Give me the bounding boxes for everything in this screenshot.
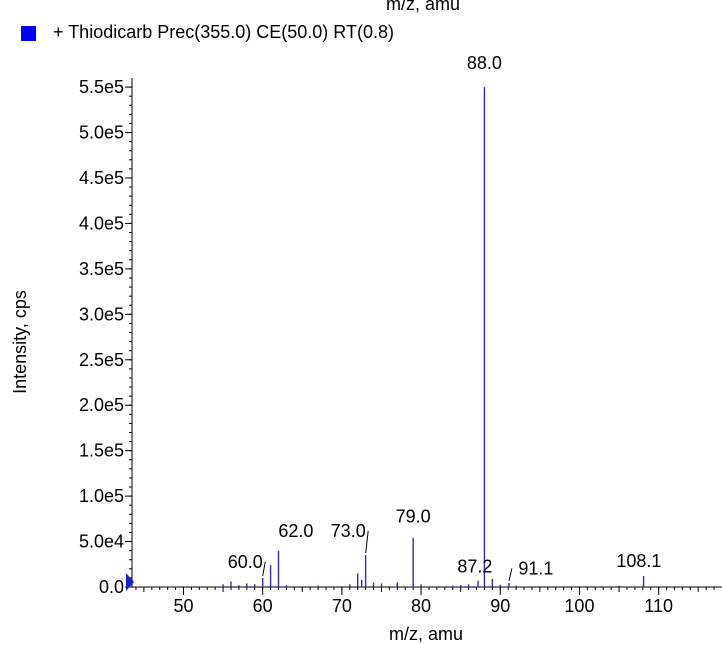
y-tick-label: 5.5e5 [79,77,124,97]
x-tick-label: 50 [173,596,193,616]
peak-bars [222,87,645,587]
peak-label: 79.0 [396,506,431,526]
y-tick-label: 4.0e5 [79,213,124,233]
peak-label: 60.0 [228,552,263,572]
y-axis-title: Intensity, cps [10,290,30,394]
y-tick-label: 2.5e5 [79,350,124,370]
y-tick-label: 0.0 [99,577,124,597]
y-tick-label: 3.0e5 [79,304,124,324]
y-tick-label: 2.0e5 [79,395,124,415]
legend-label: + Thiodicarb Prec(355.0) CE(50.0) RT(0.8… [53,22,394,42]
peak-leader-line [262,561,266,577]
x-axis-title: m/z, amu [389,624,463,644]
peak-label: 87.2 [457,556,492,576]
x-tick-label: 110 [644,596,673,616]
y-tick-label: 1.5e5 [79,441,124,461]
peak-label: 108.1 [616,551,661,571]
y-tick-label: 5.0e5 [79,123,124,143]
peak-label: 62.0 [278,521,313,541]
header-axis-fragment: m/z, amu [386,0,460,14]
y-tick-label: 1.0e5 [79,486,124,506]
x-tick-label: 100 [564,596,594,616]
x-axis-start-marker-icon [126,573,134,591]
x-tick-label: 80 [411,596,431,616]
peak-leader-line [508,568,513,582]
peak-label: 88.0 [467,53,502,73]
x-axis: 50 60 70 80 90 100 110 [132,586,722,616]
legend-color-swatch [21,26,36,41]
y-tick-label: 5.0e4 [79,532,124,552]
peak-labels: 88.0 79.0 73.0 62.0 60.0 87.2 91.1 108.1 [228,53,661,582]
x-tick-label: 90 [490,596,510,616]
x-tick-label: 60 [253,596,273,616]
peak-label: 73.0 [331,521,366,541]
peak-leader-line [365,530,369,554]
y-axis: 0.0 5.0e4 1.0e5 1.5e5 2.0e5 2.5e5 3.0e5 3.5e5 4.… [79,77,133,597]
x-tick-label: 70 [332,596,352,616]
y-tick-label: 3.5e5 [79,259,124,279]
y-tick-label: 4.5e5 [79,168,124,188]
peak-label: 91.1 [518,558,553,578]
